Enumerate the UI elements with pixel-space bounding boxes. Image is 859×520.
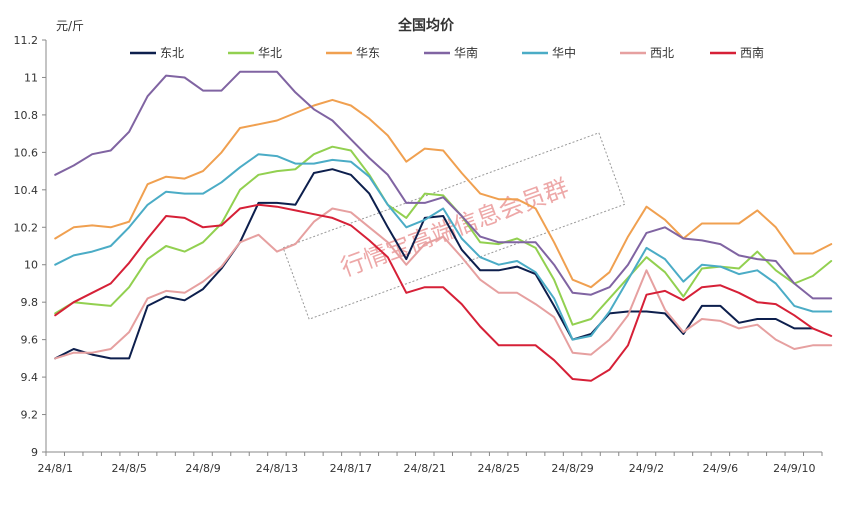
x-tick-label: 24/8/9 xyxy=(185,462,220,475)
x-tick-label: 24/8/1 xyxy=(38,462,73,475)
x-tick-label: 24/9/10 xyxy=(773,462,815,475)
series-line-2 xyxy=(54,98,833,289)
y-tick-label: 10.6 xyxy=(14,146,39,159)
legend: 东北 华北 华东 华南 华中 西北 西南 xyxy=(130,45,764,60)
y-tick-label: 10.8 xyxy=(14,109,39,122)
y-tick-label: 9.6 xyxy=(21,334,39,347)
series-layer xyxy=(54,70,833,382)
y-tick-label: 10.2 xyxy=(14,221,39,234)
x-tick-label: 24/8/29 xyxy=(551,462,593,475)
series-line-5 xyxy=(54,207,833,360)
y-axis-unit: 元/斤 xyxy=(56,19,84,33)
legend-label-3: 华南 xyxy=(454,45,478,60)
y-tick-label: 9.8 xyxy=(21,296,39,309)
series-line-1 xyxy=(54,145,833,326)
legend-label-0: 东北 xyxy=(160,46,184,60)
legend-label-4: 华中 xyxy=(552,45,576,60)
x-tick-label: 24/8/13 xyxy=(256,462,298,475)
legend-label-5: 西北 xyxy=(650,46,674,60)
x-tick-label: 24/9/2 xyxy=(629,462,664,475)
series-line-6 xyxy=(54,203,833,382)
series-line-0 xyxy=(54,168,814,360)
axes: 9 9.2 9.4 9.6 9.8 10 10.2 10.4 10.6 10.8 11 11.2 24/… xyxy=(14,34,823,475)
x-tick-label: 24/8/25 xyxy=(477,462,519,475)
y-tick-label: 9 xyxy=(31,446,38,459)
legend-label-1: 华北 xyxy=(258,46,282,60)
x-tick-label: 24/8/17 xyxy=(330,462,372,475)
chart-title: 全国均价 xyxy=(397,17,455,34)
y-tick-label: 10 xyxy=(24,259,38,272)
y-tick-label: 11.2 xyxy=(14,34,39,47)
y-tick-label: 9.4 xyxy=(21,371,39,384)
legend-label-6: 西南 xyxy=(740,45,764,60)
watermark-frame xyxy=(282,132,626,320)
series-line-4 xyxy=(54,153,833,341)
x-tick-label: 24/9/6 xyxy=(703,462,738,475)
y-tick-label: 9.2 xyxy=(21,409,39,422)
x-tick-label: 24/8/5 xyxy=(111,462,146,475)
y-tick-label: 11 xyxy=(24,71,38,84)
legend-label-2: 华东 xyxy=(356,46,380,60)
y-tick-label: 10.4 xyxy=(14,184,39,197)
series-line-3 xyxy=(54,70,833,300)
x-tick-label: 24/8/21 xyxy=(404,462,446,475)
